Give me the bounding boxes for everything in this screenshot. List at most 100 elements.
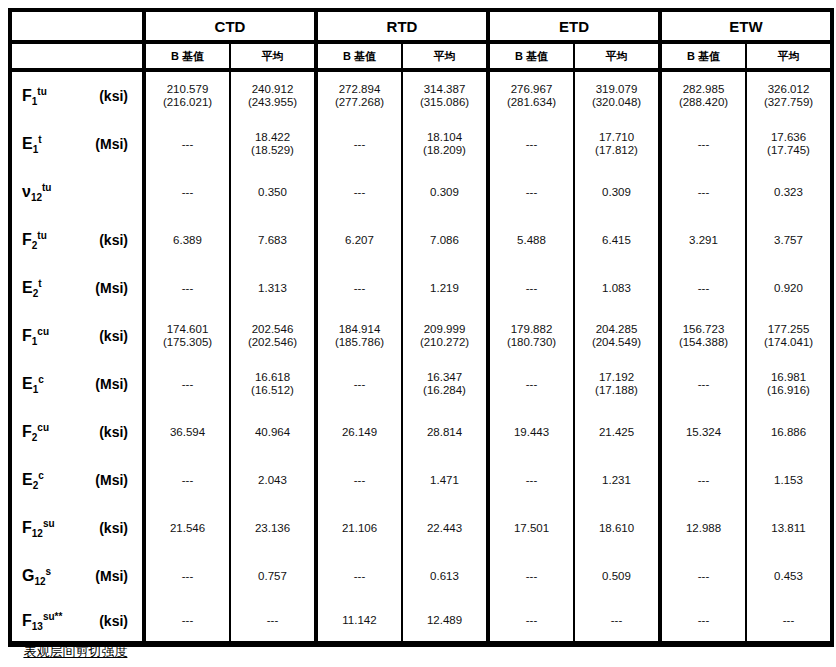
symbol-base: F bbox=[22, 423, 32, 440]
value-cell: --- bbox=[488, 168, 574, 216]
value-cell: 21.546 bbox=[144, 504, 230, 552]
property-unit: (ksi) bbox=[99, 88, 128, 104]
property-symbol: F2cu bbox=[22, 423, 49, 441]
value-cell: 210.579 (216.021) bbox=[144, 70, 230, 120]
table-row: F12su (ksi) 21.546 23.136 21.106 22.443 … bbox=[10, 504, 832, 552]
symbol-base: F bbox=[22, 231, 32, 248]
value-cell: 0.323 bbox=[746, 168, 832, 216]
value-cell: 18.610 bbox=[574, 504, 660, 552]
symbol-base: F bbox=[22, 327, 32, 344]
value-cell: --- bbox=[316, 168, 402, 216]
value-cell: --- bbox=[660, 120, 746, 168]
value-cell: 177.255 (174.041) bbox=[746, 312, 832, 360]
property-symbol: F13su** bbox=[22, 612, 62, 630]
property-unit: (ksi) bbox=[99, 424, 128, 440]
value-cell: 240.912 (243.955) bbox=[230, 70, 316, 120]
column-group-header-etd: ETD bbox=[488, 10, 660, 42]
value-cell: 2.043 bbox=[230, 456, 316, 504]
property-symbol: F2tu bbox=[22, 231, 47, 249]
value-cell: 0.309 bbox=[402, 168, 488, 216]
value-cell: 3.757 bbox=[746, 216, 832, 264]
value-cell: --- bbox=[144, 552, 230, 600]
value-cell: 28.814 bbox=[402, 408, 488, 456]
value-cell: 0.613 bbox=[402, 552, 488, 600]
value-cell: 0.309 bbox=[574, 168, 660, 216]
symbol-sup: tu bbox=[42, 182, 51, 193]
value-cell: 18.422 (18.529) bbox=[230, 120, 316, 168]
symbol-sub: 12 bbox=[31, 192, 42, 203]
value-cell: 202.546 (202.546) bbox=[230, 312, 316, 360]
property-symbol: F1tu bbox=[22, 87, 47, 105]
value-cell: 22.443 bbox=[402, 504, 488, 552]
value-cell: 1.231 bbox=[574, 456, 660, 504]
table-row: E1c (Msi) --- 16.618 (16.512) --- 16.347… bbox=[10, 360, 832, 408]
value-cell: --- bbox=[144, 264, 230, 312]
symbol-base: F bbox=[22, 612, 32, 629]
property-unit: (Msi) bbox=[95, 136, 128, 152]
value-cell: 326.012 (327.759) bbox=[746, 70, 832, 120]
symbol-base: ν bbox=[22, 183, 31, 200]
symbol-sup: tu bbox=[37, 230, 46, 241]
corner-cell bbox=[10, 10, 144, 42]
subheader-row: B 基值 平均 B 基值 平均 B 基值 平均 B 基值 平均 bbox=[10, 42, 832, 70]
property-symbol: F1cu bbox=[22, 327, 49, 345]
value-cell: 17.636 (17.745) bbox=[746, 120, 832, 168]
table-row: E2t (Msi) --- 1.313 --- 1.219 --- 1.083 … bbox=[10, 264, 832, 312]
symbol-sub: 2 bbox=[33, 480, 39, 491]
value-cell: --- bbox=[488, 360, 574, 408]
value-cell: 0.453 bbox=[746, 552, 832, 600]
property-symbol: ν12tu bbox=[22, 183, 51, 201]
symbol-sub: 13 bbox=[32, 621, 43, 632]
property-unit: (Msi) bbox=[95, 472, 128, 488]
value-cell: --- bbox=[488, 600, 574, 644]
value-cell: 7.683 bbox=[230, 216, 316, 264]
value-cell: 1.083 bbox=[574, 264, 660, 312]
symbol-base: F bbox=[22, 87, 32, 104]
value-cell: 21.425 bbox=[574, 408, 660, 456]
subheader-mean: 平均 bbox=[574, 42, 660, 70]
symbol-sub: 2 bbox=[32, 240, 38, 251]
symbol-sub: 12 bbox=[34, 576, 45, 587]
value-cell: --- bbox=[488, 120, 574, 168]
row-label: G12s (Msi) bbox=[10, 552, 144, 600]
value-cell: 6.389 bbox=[144, 216, 230, 264]
subheader-b-basis: B 基值 bbox=[660, 42, 746, 70]
symbol-base: E bbox=[22, 135, 33, 152]
value-cell: 6.207 bbox=[316, 216, 402, 264]
value-cell: 7.086 bbox=[402, 216, 488, 264]
property-unit: (ksi) bbox=[99, 232, 128, 248]
value-cell: --- bbox=[660, 600, 746, 644]
value-cell: 17.192 (17.188) bbox=[574, 360, 660, 408]
value-cell: 204.285 (204.549) bbox=[574, 312, 660, 360]
symbol-sub: 1 bbox=[33, 144, 39, 155]
subheader-b-basis: B 基值 bbox=[316, 42, 402, 70]
column-group-header-ctd: CTD bbox=[144, 10, 316, 42]
value-cell: 11.142 bbox=[316, 600, 402, 644]
table-row: F1cu (ksi) 174.601 (175.305) 202.546 (20… bbox=[10, 312, 832, 360]
subheader-b-basis: B 基值 bbox=[144, 42, 230, 70]
symbol-sub: 1 bbox=[32, 96, 38, 107]
value-cell: 1.471 bbox=[402, 456, 488, 504]
value-cell: --- bbox=[488, 264, 574, 312]
corner-cell bbox=[10, 42, 144, 70]
property-unit: (Msi) bbox=[95, 376, 128, 392]
symbol-sub: 1 bbox=[32, 336, 38, 347]
value-cell: 16.981 (16.916) bbox=[746, 360, 832, 408]
value-cell: 6.415 bbox=[574, 216, 660, 264]
value-cell: --- bbox=[144, 456, 230, 504]
value-cell: 282.985 (288.420) bbox=[660, 70, 746, 120]
value-cell: --- bbox=[488, 456, 574, 504]
table-row: F1tu (ksi) 210.579 (216.021) 240.912 (24… bbox=[10, 70, 832, 120]
value-cell: --- bbox=[316, 456, 402, 504]
value-cell: 319.079 (320.048) bbox=[574, 70, 660, 120]
row-label: F12su (ksi) bbox=[10, 504, 144, 552]
table-row: F2tu (ksi) 6.389 7.683 6.207 7.086 5.488… bbox=[10, 216, 832, 264]
subheader-b-basis: B 基值 bbox=[488, 42, 574, 70]
value-cell: 314.387 (315.086) bbox=[402, 70, 488, 120]
symbol-base: E bbox=[22, 471, 33, 488]
symbol-sup: su bbox=[43, 518, 55, 529]
value-cell: --- bbox=[660, 264, 746, 312]
row-label: F2tu (ksi) bbox=[10, 216, 144, 264]
property-unit: (ksi) bbox=[99, 520, 128, 536]
value-cell: 36.594 bbox=[144, 408, 230, 456]
